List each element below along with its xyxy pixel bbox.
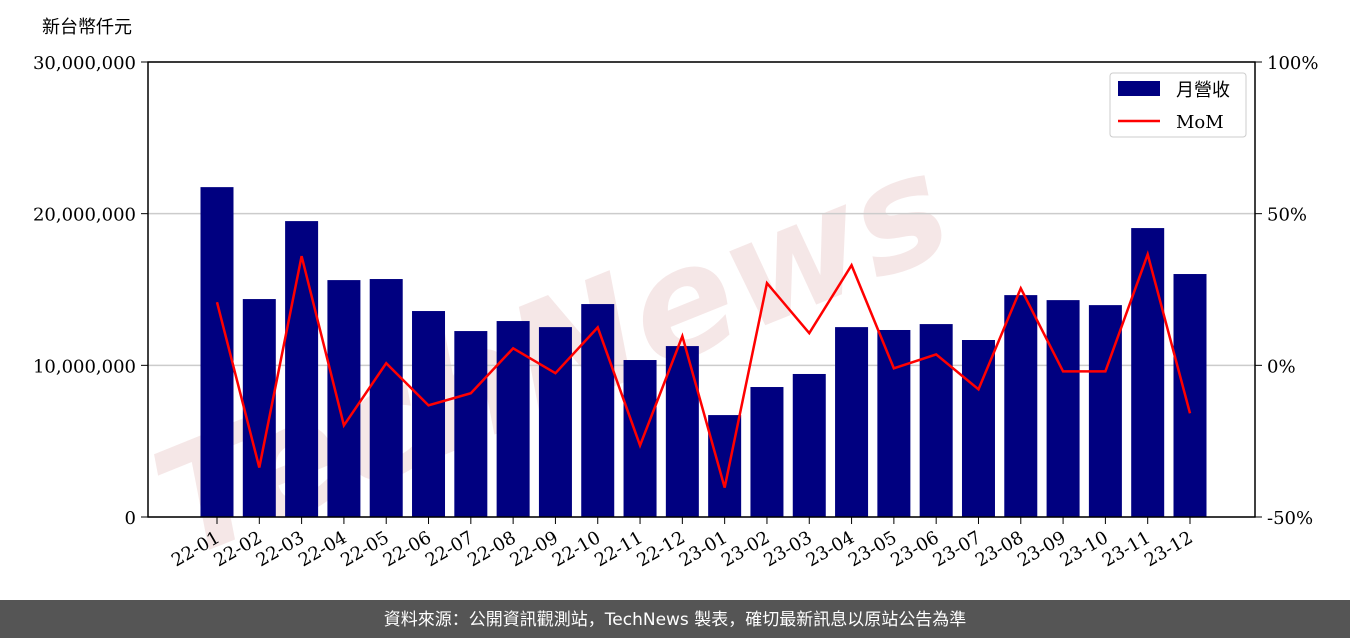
bar xyxy=(792,373,826,517)
y-tick-label: 10,000,000 xyxy=(33,356,136,377)
y2-tick-label: 50% xyxy=(1267,205,1307,226)
bar xyxy=(1131,228,1165,517)
bar xyxy=(200,187,234,517)
legend: 月營收 MoM xyxy=(1109,72,1247,138)
y2-tick-label: 0% xyxy=(1267,356,1296,377)
plot-frame xyxy=(147,61,1256,518)
bar xyxy=(1004,295,1038,517)
bar xyxy=(1173,274,1207,517)
bar xyxy=(327,280,361,517)
bar xyxy=(919,324,953,517)
y-tick-label: 30,000,000 xyxy=(33,53,136,74)
bar xyxy=(538,327,572,517)
bar xyxy=(412,311,446,517)
bar xyxy=(877,329,911,517)
y-tick-label: 20,000,000 xyxy=(33,205,136,226)
bar xyxy=(835,327,869,517)
footer-band xyxy=(0,600,1350,638)
footer: 資料來源：公開資訊觀測站，TechNews 製表，確切最新訊息以原站公告為準 xyxy=(384,610,966,630)
bar xyxy=(665,346,699,517)
line xyxy=(215,250,1192,488)
legend-swatch xyxy=(1118,81,1160,96)
y-axis-label: 新台幣仟元 xyxy=(42,17,132,38)
bar xyxy=(581,304,615,517)
bar xyxy=(496,321,530,517)
bar xyxy=(369,279,403,517)
bar xyxy=(961,340,995,517)
y-tick-label: 0 xyxy=(125,508,136,529)
bar xyxy=(285,221,319,517)
y2-tick-label: -50% xyxy=(1267,508,1313,529)
bar xyxy=(454,331,488,517)
x-tick-label: 23-12 xyxy=(1141,527,1196,571)
legend-label: 月營收 xyxy=(1176,80,1230,101)
bar xyxy=(623,360,657,517)
bar xyxy=(1046,300,1080,517)
legend-label: MoM xyxy=(1176,112,1224,133)
bar xyxy=(750,387,784,517)
y2-tick-label: 100% xyxy=(1267,53,1318,74)
